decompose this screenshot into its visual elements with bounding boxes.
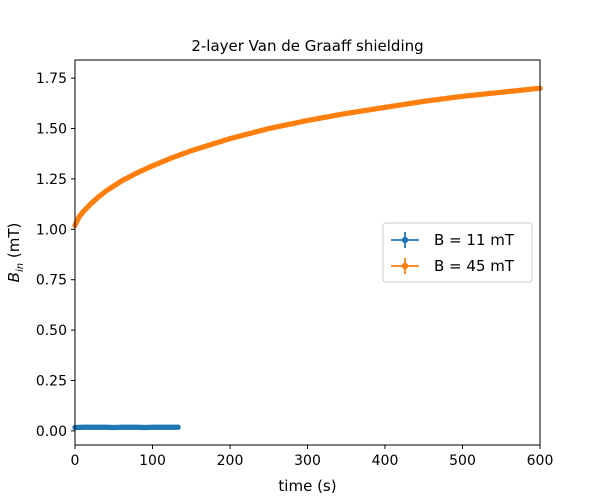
y-tick-label: 1.00 <box>36 222 67 238</box>
y-axis-label-unit: (mT) <box>5 223 23 263</box>
y-tick-label: 1.25 <box>36 172 67 188</box>
y-tick-label: 0.50 <box>36 323 67 339</box>
y-tick-label: 1.75 <box>36 71 67 87</box>
x-axis-label: time (s) <box>278 477 336 495</box>
x-tick-label: 200 <box>217 453 244 469</box>
y-tick-label: 0.00 <box>36 424 67 440</box>
series-line <box>73 86 542 228</box>
y-axis-label-main: B <box>5 272 23 282</box>
x-tick-label: 600 <box>527 453 554 469</box>
legend-marker <box>401 262 409 270</box>
y-tick-label: 0.25 <box>36 373 67 389</box>
y-tick-label: 0.75 <box>36 273 67 289</box>
chart-title: 2-layer Van de Graaff shielding <box>191 37 423 55</box>
legend: B = 11 mT B = 45 mT <box>382 222 533 283</box>
legend-entry: B = 11 mT <box>391 231 515 249</box>
legend-marker <box>401 236 409 244</box>
x-axis: 0 100 200 300 400 500 600 <box>71 445 554 469</box>
legend-entry: B = 45 mT <box>391 257 515 275</box>
y-axis-label: Bin (mT) <box>5 223 26 283</box>
y-tick-label: 1.50 <box>36 122 67 138</box>
series-2 <box>72 85 543 228</box>
legend-label: B = 45 mT <box>434 257 515 275</box>
x-tick-label: 300 <box>294 453 321 469</box>
y-axis: 0.00 0.25 0.50 0.75 1.00 1.25 1.50 1.75 <box>36 71 75 440</box>
x-tick-label: 500 <box>449 453 476 469</box>
legend-box <box>382 222 533 283</box>
data-point <box>175 424 181 430</box>
x-tick-label: 100 <box>139 453 166 469</box>
x-tick-label: 0 <box>71 453 80 469</box>
y-axis-label-subscript: in <box>15 263 26 272</box>
series-1 <box>72 424 181 431</box>
legend-label: B = 11 mT <box>434 231 515 249</box>
data-layer <box>72 85 543 431</box>
x-tick-label: 400 <box>372 453 399 469</box>
